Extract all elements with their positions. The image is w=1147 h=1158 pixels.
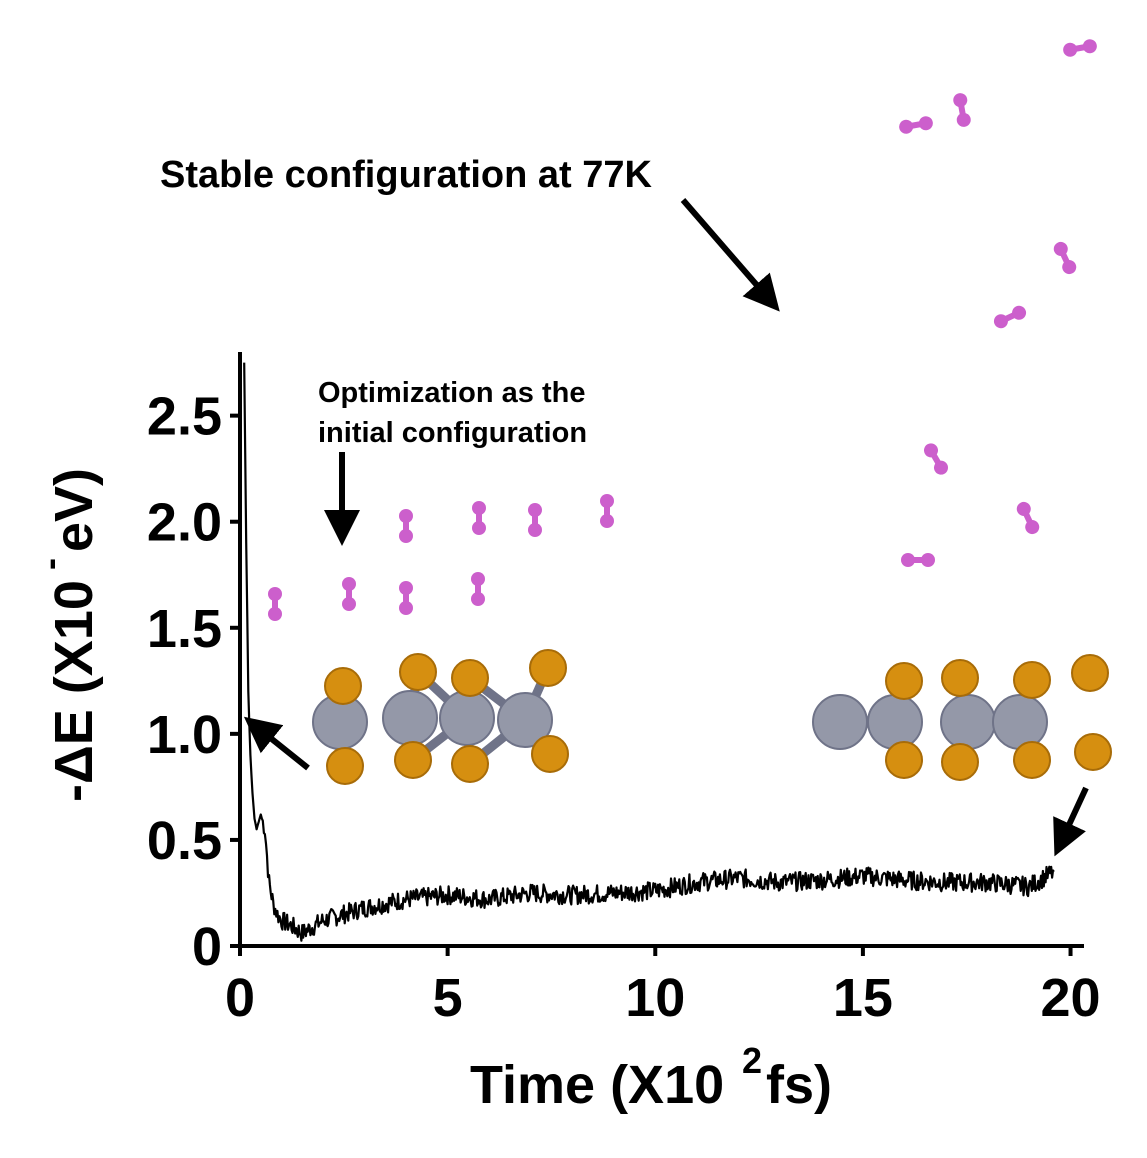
h2-molecule xyxy=(993,305,1027,329)
x-tick-label: 5 xyxy=(433,968,463,1028)
y-axis-label: -ΔE (X10 - eV) xyxy=(29,468,104,802)
axis-ticks xyxy=(230,413,1073,956)
sulfur-atom xyxy=(941,659,979,697)
sulfur-atom xyxy=(531,735,569,773)
x-axis-label: Time (X10 2 fs) xyxy=(470,1040,832,1115)
sulfur-atom xyxy=(941,743,979,781)
h2-molecule xyxy=(471,572,485,606)
y-tick-label: 0.5 xyxy=(147,811,222,871)
sulfur-atom xyxy=(1013,661,1051,699)
initial-configuration-molecules xyxy=(268,494,614,621)
h2-molecule xyxy=(399,581,413,615)
h2-molecule xyxy=(1016,501,1040,535)
h2-molecule xyxy=(953,93,971,127)
h2-molecule xyxy=(1063,39,1097,57)
plot-axes xyxy=(238,352,1084,948)
h2-molecule xyxy=(1053,241,1077,275)
metal-atom xyxy=(382,690,438,746)
stable-configuration-slab xyxy=(812,654,1112,781)
sulfur-atom xyxy=(1013,741,1051,779)
sulfur-atom xyxy=(1071,654,1109,692)
h2-molecule xyxy=(924,443,948,475)
h2-molecule xyxy=(600,494,614,528)
sulfur-atom xyxy=(529,649,567,687)
arrow-stable xyxy=(680,198,780,312)
metal-atom xyxy=(992,694,1048,750)
x-axis-label-unit: fs) xyxy=(766,1055,832,1115)
x-tick-label: 20 xyxy=(1041,968,1101,1028)
y-tick-label: 1.0 xyxy=(147,705,222,765)
y-tick-label: 2.0 xyxy=(147,493,222,553)
arrow-initial-structure xyxy=(243,716,310,771)
x-axis-label-exponent: 2 xyxy=(742,1040,762,1081)
arrow-final-structure xyxy=(1053,786,1089,857)
x-tick-label: 10 xyxy=(625,968,685,1028)
sulfur-atom xyxy=(326,747,364,785)
axis-tick-labels: 0 5 10 15 20 0 0.5 1.0 1.5 2.0 2.5 xyxy=(147,387,1101,1028)
sulfur-atom xyxy=(885,741,923,779)
h2-molecule xyxy=(899,116,933,134)
sulfur-atom xyxy=(451,745,489,783)
h2-molecule xyxy=(268,587,282,621)
initial-configuration-slab xyxy=(312,649,569,785)
sulfur-atom xyxy=(324,667,362,705)
sulfur-atom xyxy=(885,662,923,700)
y-tick-label: 0 xyxy=(192,917,222,977)
h2-molecule xyxy=(528,503,542,537)
y-axis-label-exponent: - xyxy=(29,558,70,570)
h2-molecule xyxy=(901,553,935,567)
sulfur-atom xyxy=(451,659,489,697)
h2-molecule xyxy=(472,501,486,535)
x-tick-label: 0 xyxy=(225,968,255,1028)
sulfur-atom xyxy=(394,741,432,779)
h2-molecule xyxy=(399,509,413,543)
y-tick-label: 1.5 xyxy=(147,599,222,659)
h2-molecule xyxy=(342,577,356,611)
y-tick-label: 2.5 xyxy=(147,387,222,447)
metal-atom xyxy=(439,690,495,746)
metal-atom xyxy=(940,694,996,750)
x-tick-label: 15 xyxy=(833,968,893,1028)
sulfur-atom xyxy=(399,653,437,691)
y-axis-label-text: -ΔE (X10 xyxy=(44,580,104,802)
annotation-optimization-line1: Optimization as the xyxy=(318,377,585,409)
stable-configuration-molecules xyxy=(899,39,1097,567)
annotation-stable: Stable configuration at 77K xyxy=(160,154,653,196)
x-axis-label-text: Time (X10 xyxy=(470,1055,724,1115)
annotation-optimization-line2: initial configuration xyxy=(318,417,587,449)
sulfur-atom xyxy=(1074,733,1112,771)
y-axis-label-unit: eV) xyxy=(44,468,104,552)
series-line-energy xyxy=(243,362,1055,942)
metal-atom xyxy=(867,694,923,750)
metal-atom xyxy=(812,694,868,750)
metal-atom xyxy=(497,692,553,748)
